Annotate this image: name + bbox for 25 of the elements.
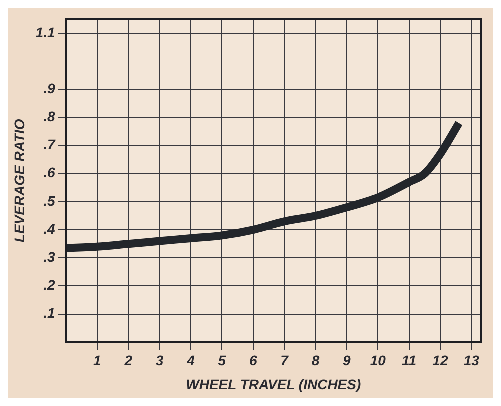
y-tick-label: .5	[44, 192, 56, 209]
x-tick-label: 13	[464, 352, 480, 369]
x-tick-label: 7	[280, 352, 290, 369]
y-tick-label: .6	[44, 164, 56, 181]
y-tick-label: .2	[44, 277, 56, 294]
y-tick-label: 1.1	[36, 24, 56, 40]
x-tick-label: 12	[432, 352, 448, 369]
y-tick-label: .3	[44, 249, 56, 265]
x-tick-label: 3	[156, 352, 164, 369]
y-axis-title: LEVERAGE RATIO	[11, 119, 28, 243]
x-tick-label: 2	[124, 352, 133, 369]
y-tick-label: .8	[44, 108, 56, 125]
x-tick-label: 4	[186, 352, 196, 369]
x-tick-label: 8	[312, 352, 320, 369]
x-tick-label: 11	[402, 352, 417, 369]
x-axis-title: WHEEL TRAVEL (INCHES)	[186, 376, 362, 392]
y-tick-label: .4	[44, 220, 56, 237]
x-tick-label: 6	[249, 352, 258, 369]
x-tick-label: 5	[218, 352, 226, 369]
x-tick-label: 9	[343, 352, 352, 369]
y-tick-label: .1	[44, 305, 56, 322]
x-tick-label: 1	[94, 352, 102, 369]
x-tick-label: 10	[370, 352, 386, 369]
y-tick-label: .7	[44, 136, 56, 153]
y-tick-label: .9	[44, 80, 56, 96]
